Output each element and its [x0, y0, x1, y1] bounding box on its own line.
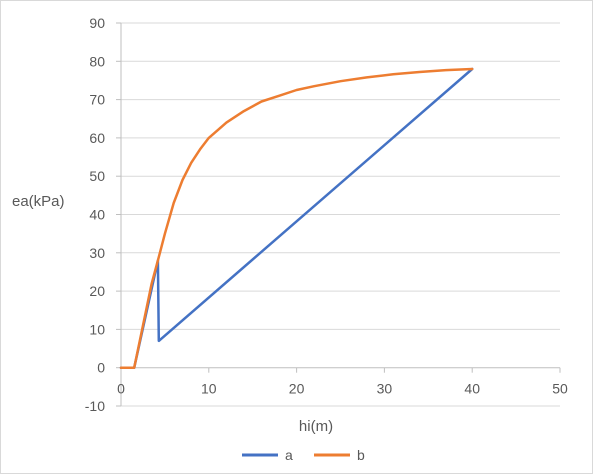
gridlines: [121, 22, 560, 407]
x-tick-label: 50: [552, 381, 568, 397]
axes: [116, 22, 561, 407]
y-tick-labels: -10 0 10 20 30 40 50 60 70 80 90: [85, 15, 105, 414]
y-tick-label: 90: [89, 15, 105, 31]
x-tick-label: 30: [377, 381, 393, 397]
y-tick-label: 80: [89, 53, 105, 69]
x-tick-label: 20: [289, 381, 305, 397]
y-tick-label: 40: [89, 207, 105, 223]
legend: a b: [242, 447, 365, 463]
legend-label-b: b: [357, 447, 365, 463]
x-tick-label: 10: [201, 381, 217, 397]
x-tick-labels: 0 10 20 30 40 50: [117, 381, 568, 397]
series-lines: [119, 67, 474, 369]
series-line-a: [119, 67, 474, 369]
y-tick-label: 30: [89, 245, 105, 261]
y-tick-label: 50: [89, 168, 105, 184]
x-axis-title: hi(m): [299, 418, 333, 435]
x-tick-label: 0: [117, 381, 125, 397]
y-tick-label: 10: [89, 321, 105, 337]
y-tick-label: 20: [89, 283, 105, 299]
y-tick-label: 60: [89, 130, 105, 146]
y-tick-label: 0: [97, 360, 105, 376]
y-tick-label: -10: [85, 398, 105, 414]
x-tick-label: 40: [464, 381, 480, 397]
series-line-b: [119, 67, 474, 369]
y-axis-title: ea(kPa): [12, 193, 65, 210]
y-tick-label: 70: [89, 92, 105, 108]
legend-label-a: a: [285, 447, 293, 463]
